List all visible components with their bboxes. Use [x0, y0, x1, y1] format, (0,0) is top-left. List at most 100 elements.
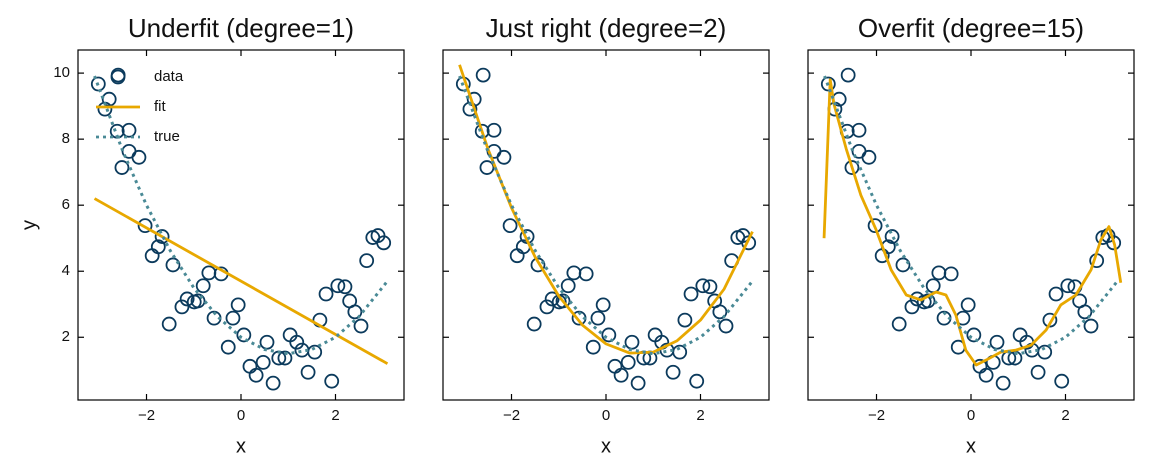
data-point — [353, 318, 369, 334]
x-tick-label: 2 — [331, 407, 339, 424]
x-tick-label: −2 — [138, 407, 155, 424]
data-point — [90, 76, 106, 92]
x-axis-label: x — [966, 435, 976, 457]
legend-label: true — [154, 128, 180, 145]
x-axis-label: x — [601, 435, 611, 457]
axes-frame — [77, 49, 405, 401]
data-point — [1083, 318, 1099, 334]
data-point — [347, 304, 363, 320]
x-tick-label: 0 — [237, 407, 245, 424]
data-point — [677, 312, 693, 328]
data-point — [242, 358, 258, 374]
x-tick-label: 2 — [696, 407, 704, 424]
data-point — [904, 299, 920, 315]
panel-title: Overfit (degree=15) — [858, 13, 1084, 43]
data-point — [560, 278, 576, 294]
axes-frame — [807, 49, 1135, 401]
data-point — [161, 316, 177, 332]
data-point — [154, 229, 170, 244]
data-point — [820, 76, 836, 92]
data-point — [255, 354, 271, 370]
data-point — [324, 373, 340, 389]
data-point — [1060, 278, 1076, 294]
x-tick-label: 0 — [602, 407, 610, 424]
data-point — [330, 278, 346, 294]
data-point — [502, 218, 518, 234]
panel: Just right (degree=2) x −2 0 2 — [442, 13, 770, 457]
data-point — [925, 278, 941, 294]
data-point — [844, 160, 860, 175]
data-point — [566, 265, 582, 281]
data-point — [891, 316, 907, 332]
data-point — [509, 248, 525, 264]
data-point — [307, 344, 323, 360]
plot-area — [90, 67, 392, 391]
data-point — [1037, 344, 1053, 360]
legend-marker — [110, 69, 126, 85]
data-point — [861, 149, 877, 165]
data-point — [165, 257, 181, 273]
y-tick-label: 4 — [62, 262, 70, 279]
data-point — [590, 310, 606, 326]
data-point — [114, 160, 130, 175]
data-point — [960, 297, 976, 313]
data-point — [236, 327, 252, 343]
data-point — [220, 339, 236, 355]
legend-label: fit — [154, 98, 167, 115]
data-point — [337, 279, 353, 295]
data-point — [150, 239, 166, 255]
data-point — [702, 279, 718, 295]
y-tick-label: 2 — [62, 328, 70, 345]
data-point — [190, 293, 206, 309]
y-tick-label: 10 — [53, 64, 70, 81]
data-point — [613, 367, 629, 383]
data-point — [555, 293, 571, 309]
data-point — [601, 327, 617, 343]
data-point — [607, 358, 623, 374]
data-point — [978, 367, 994, 383]
data-point — [486, 122, 502, 138]
data-point — [539, 299, 555, 315]
data-point — [230, 297, 246, 313]
data-point — [195, 278, 211, 294]
x-tick-label: 2 — [1061, 407, 1069, 424]
data-point — [137, 218, 153, 234]
data-point — [695, 278, 711, 294]
data-point — [718, 318, 734, 334]
data-point — [683, 286, 699, 302]
panel: Underfit (degree=1) x y −2 0 2 2 4 6 8 10 data fit tr… — [18, 13, 405, 457]
data-point — [578, 266, 594, 282]
x-tick-label: −2 — [868, 407, 885, 424]
fit-curve — [822, 78, 1123, 367]
y-axis-label: y — [18, 220, 40, 230]
data-point — [620, 354, 636, 370]
data-point — [277, 350, 293, 366]
data-point — [174, 299, 190, 315]
data-point — [201, 265, 217, 281]
true-curve — [823, 75, 1119, 356]
x-tick-label: 0 — [967, 407, 975, 424]
data-point — [630, 375, 646, 391]
axes-frame — [442, 49, 770, 401]
data-point — [943, 266, 959, 282]
x-tick-label: −2 — [503, 407, 520, 424]
data-point — [672, 344, 688, 360]
data-point — [1077, 304, 1093, 320]
data-point — [851, 122, 867, 138]
data-point — [840, 67, 856, 83]
y-tick-label: 8 — [62, 130, 70, 147]
data-point — [895, 257, 911, 273]
legend-label: data — [154, 68, 184, 85]
data-point — [1042, 312, 1058, 328]
data-point — [1030, 364, 1046, 380]
data-point — [989, 334, 1005, 350]
data-point — [479, 160, 495, 175]
data-point — [931, 265, 947, 281]
data-point — [359, 253, 375, 269]
data-point — [131, 149, 147, 165]
data-point — [225, 310, 241, 326]
data-point — [376, 235, 392, 251]
data-point — [179, 291, 195, 307]
true-curve — [458, 75, 754, 356]
